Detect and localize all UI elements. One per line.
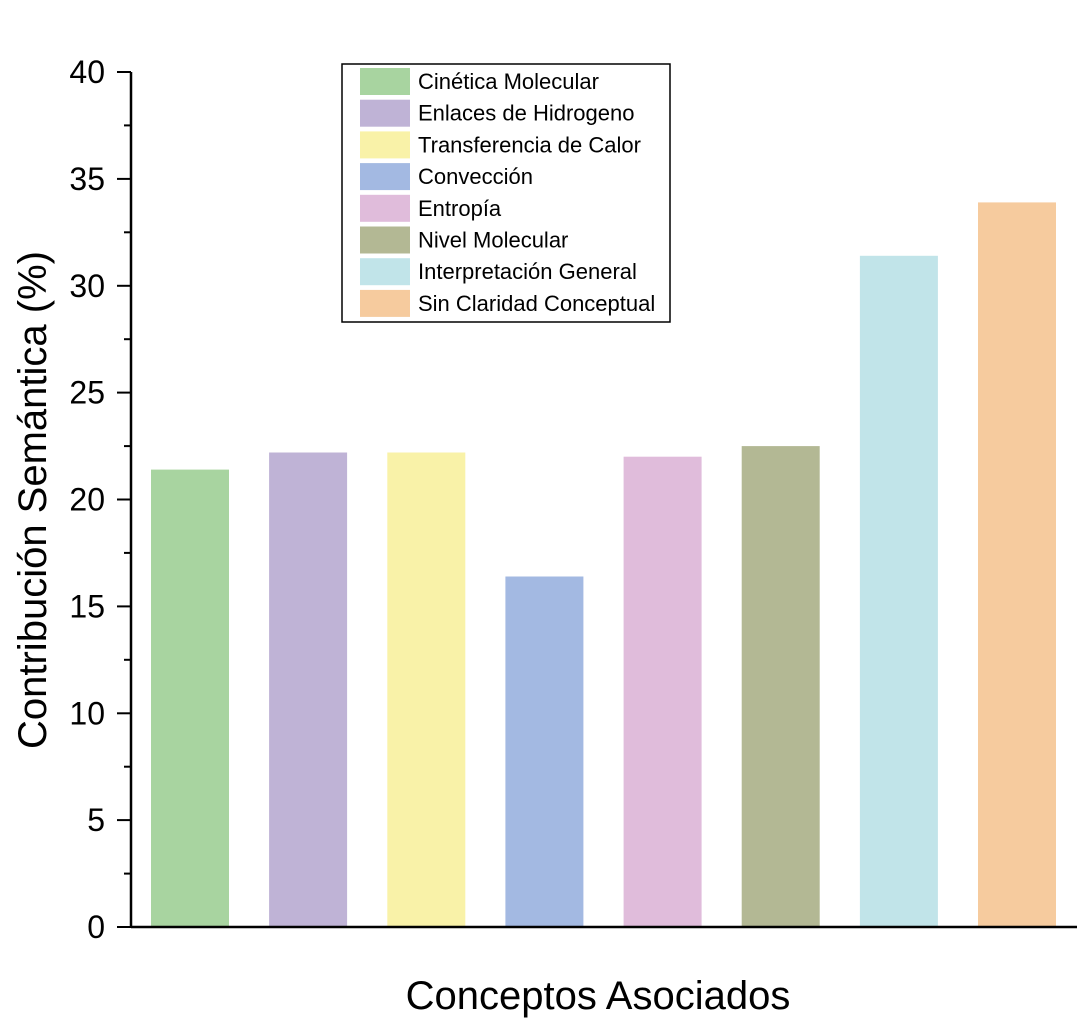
y-tick-label: 40 [69, 54, 105, 90]
legend-label-7: Interpretación General [418, 259, 637, 284]
legend-swatch-6 [360, 226, 410, 254]
legend-label-5: Entropía [418, 196, 502, 221]
legend-label-4: Convección [418, 164, 533, 189]
bar-4 [505, 576, 584, 927]
legend-label-8: Sin Claridad Conceptual [418, 291, 655, 316]
legend-swatch-8 [360, 289, 410, 317]
ticks-layer: 0 5 10 15 20 25 30 35 40 [69, 54, 131, 945]
y-tick-label: 25 [69, 375, 105, 411]
y-tick-label: 0 [87, 909, 105, 945]
legend-label-6: Nivel Molecular [418, 228, 568, 253]
bar-8 [978, 202, 1056, 927]
legend-swatch-4 [360, 163, 410, 191]
legend-swatch-1 [360, 68, 410, 95]
legend-swatch-3 [360, 131, 410, 159]
legend-swatch-2 [360, 99, 410, 127]
legend-label-2: Enlaces de Hidrogeno [418, 101, 634, 126]
y-tick-label: 5 [87, 802, 105, 838]
bar-6 [741, 446, 820, 927]
bar-7 [859, 255, 938, 928]
legend-swatch-7 [360, 258, 410, 286]
x-axis-title: Conceptos Asociados [406, 974, 791, 1018]
y-axis-title: Contribución Semántica (%) [11, 251, 55, 749]
y-tick-label: 15 [69, 588, 105, 624]
y-tick-label: 10 [69, 695, 105, 731]
y-tick-label: 30 [69, 268, 105, 304]
y-tick-label: 35 [69, 161, 105, 197]
y-tick-label: 20 [69, 482, 105, 518]
legend: Cinética Molecular Enlaces de Hidrogeno Tr… [341, 63, 671, 323]
bars-layer [151, 202, 1056, 928]
legend-swatch-5 [360, 194, 410, 222]
legend-label-1: Cinética Molecular [418, 69, 599, 94]
bar-3 [387, 452, 466, 927]
legend-label-3: Transferencia de Calor [418, 132, 641, 157]
bar-2 [269, 452, 348, 927]
bar-1 [151, 469, 229, 927]
bar-5 [623, 456, 702, 927]
